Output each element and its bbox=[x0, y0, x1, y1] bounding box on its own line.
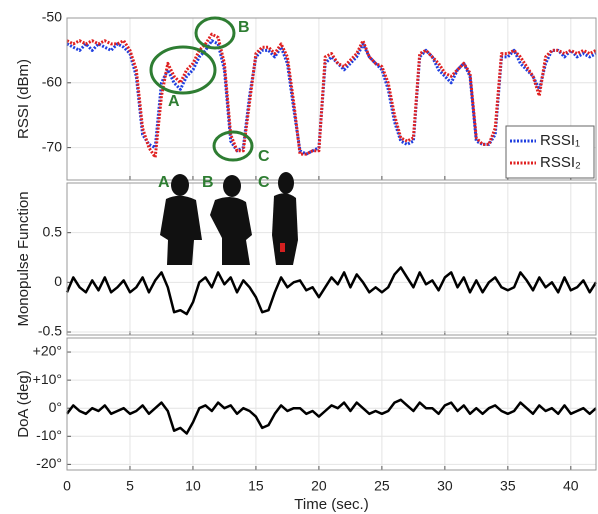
plot-border bbox=[66, 17, 597, 181]
annotation: C bbox=[258, 148, 270, 165]
annotations: A B C A B C bbox=[149, 16, 298, 265]
y-tick-label: +10° bbox=[33, 371, 62, 387]
plot-area bbox=[66, 182, 597, 336]
plot-area bbox=[66, 337, 597, 471]
y-tick-label: 0.5 bbox=[43, 223, 63, 239]
x-tick-label: 0 bbox=[63, 478, 71, 494]
y-tick-label: -20° bbox=[36, 455, 62, 471]
y-tick-label: -50 bbox=[42, 9, 62, 25]
y-axis-label: RSSI (dBm) bbox=[15, 59, 32, 139]
series-line bbox=[66, 32, 597, 159]
silhouettes bbox=[160, 172, 298, 265]
x-tick-label: 35 bbox=[500, 478, 516, 494]
y-tick-label: +20° bbox=[33, 343, 62, 359]
y-tick-label: 0° bbox=[49, 399, 62, 415]
plot-border bbox=[66, 182, 597, 336]
legend-label: RSSI₁ bbox=[540, 132, 580, 149]
circle-a bbox=[149, 45, 217, 95]
x-tick-label: 25 bbox=[374, 478, 390, 494]
x-tick-label: 30 bbox=[437, 478, 453, 494]
annotation: B bbox=[238, 19, 250, 36]
x-tick-label: 20 bbox=[311, 478, 327, 494]
y-tick-label: -0.5 bbox=[38, 323, 62, 339]
x-tick-label: 40 bbox=[563, 478, 579, 494]
x-axis-label: Time (sec.) bbox=[294, 496, 368, 513]
y-axis-label: Monopulse Function bbox=[15, 191, 32, 326]
annotation: B bbox=[202, 174, 214, 191]
series-line bbox=[65, 266, 598, 316]
legend: RSSI₁ RSSI₂ bbox=[505, 125, 595, 179]
annotation: A bbox=[168, 93, 180, 110]
x-tick-label: 10 bbox=[185, 478, 201, 494]
y-axis-label: DoA (deg) bbox=[15, 370, 32, 438]
y-tick-label: 0 bbox=[54, 273, 62, 289]
annotation: A bbox=[158, 174, 170, 191]
circle-b bbox=[194, 16, 236, 50]
legend-box bbox=[505, 125, 595, 179]
y-tick-label: -10° bbox=[36, 427, 62, 443]
circle-c bbox=[212, 130, 254, 162]
x-tick-label: 5 bbox=[126, 478, 134, 494]
plot-border bbox=[66, 337, 597, 471]
legend-label: RSSI₂ bbox=[540, 154, 581, 171]
y-tick-label: -70 bbox=[42, 138, 62, 154]
annotation: C bbox=[258, 174, 270, 191]
x-tick-label: 15 bbox=[248, 478, 264, 494]
series-line bbox=[66, 398, 597, 435]
y-tick-label: -60 bbox=[42, 74, 62, 90]
